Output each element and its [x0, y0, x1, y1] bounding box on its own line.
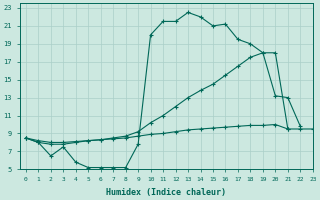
- X-axis label: Humidex (Indice chaleur): Humidex (Indice chaleur): [106, 188, 226, 197]
